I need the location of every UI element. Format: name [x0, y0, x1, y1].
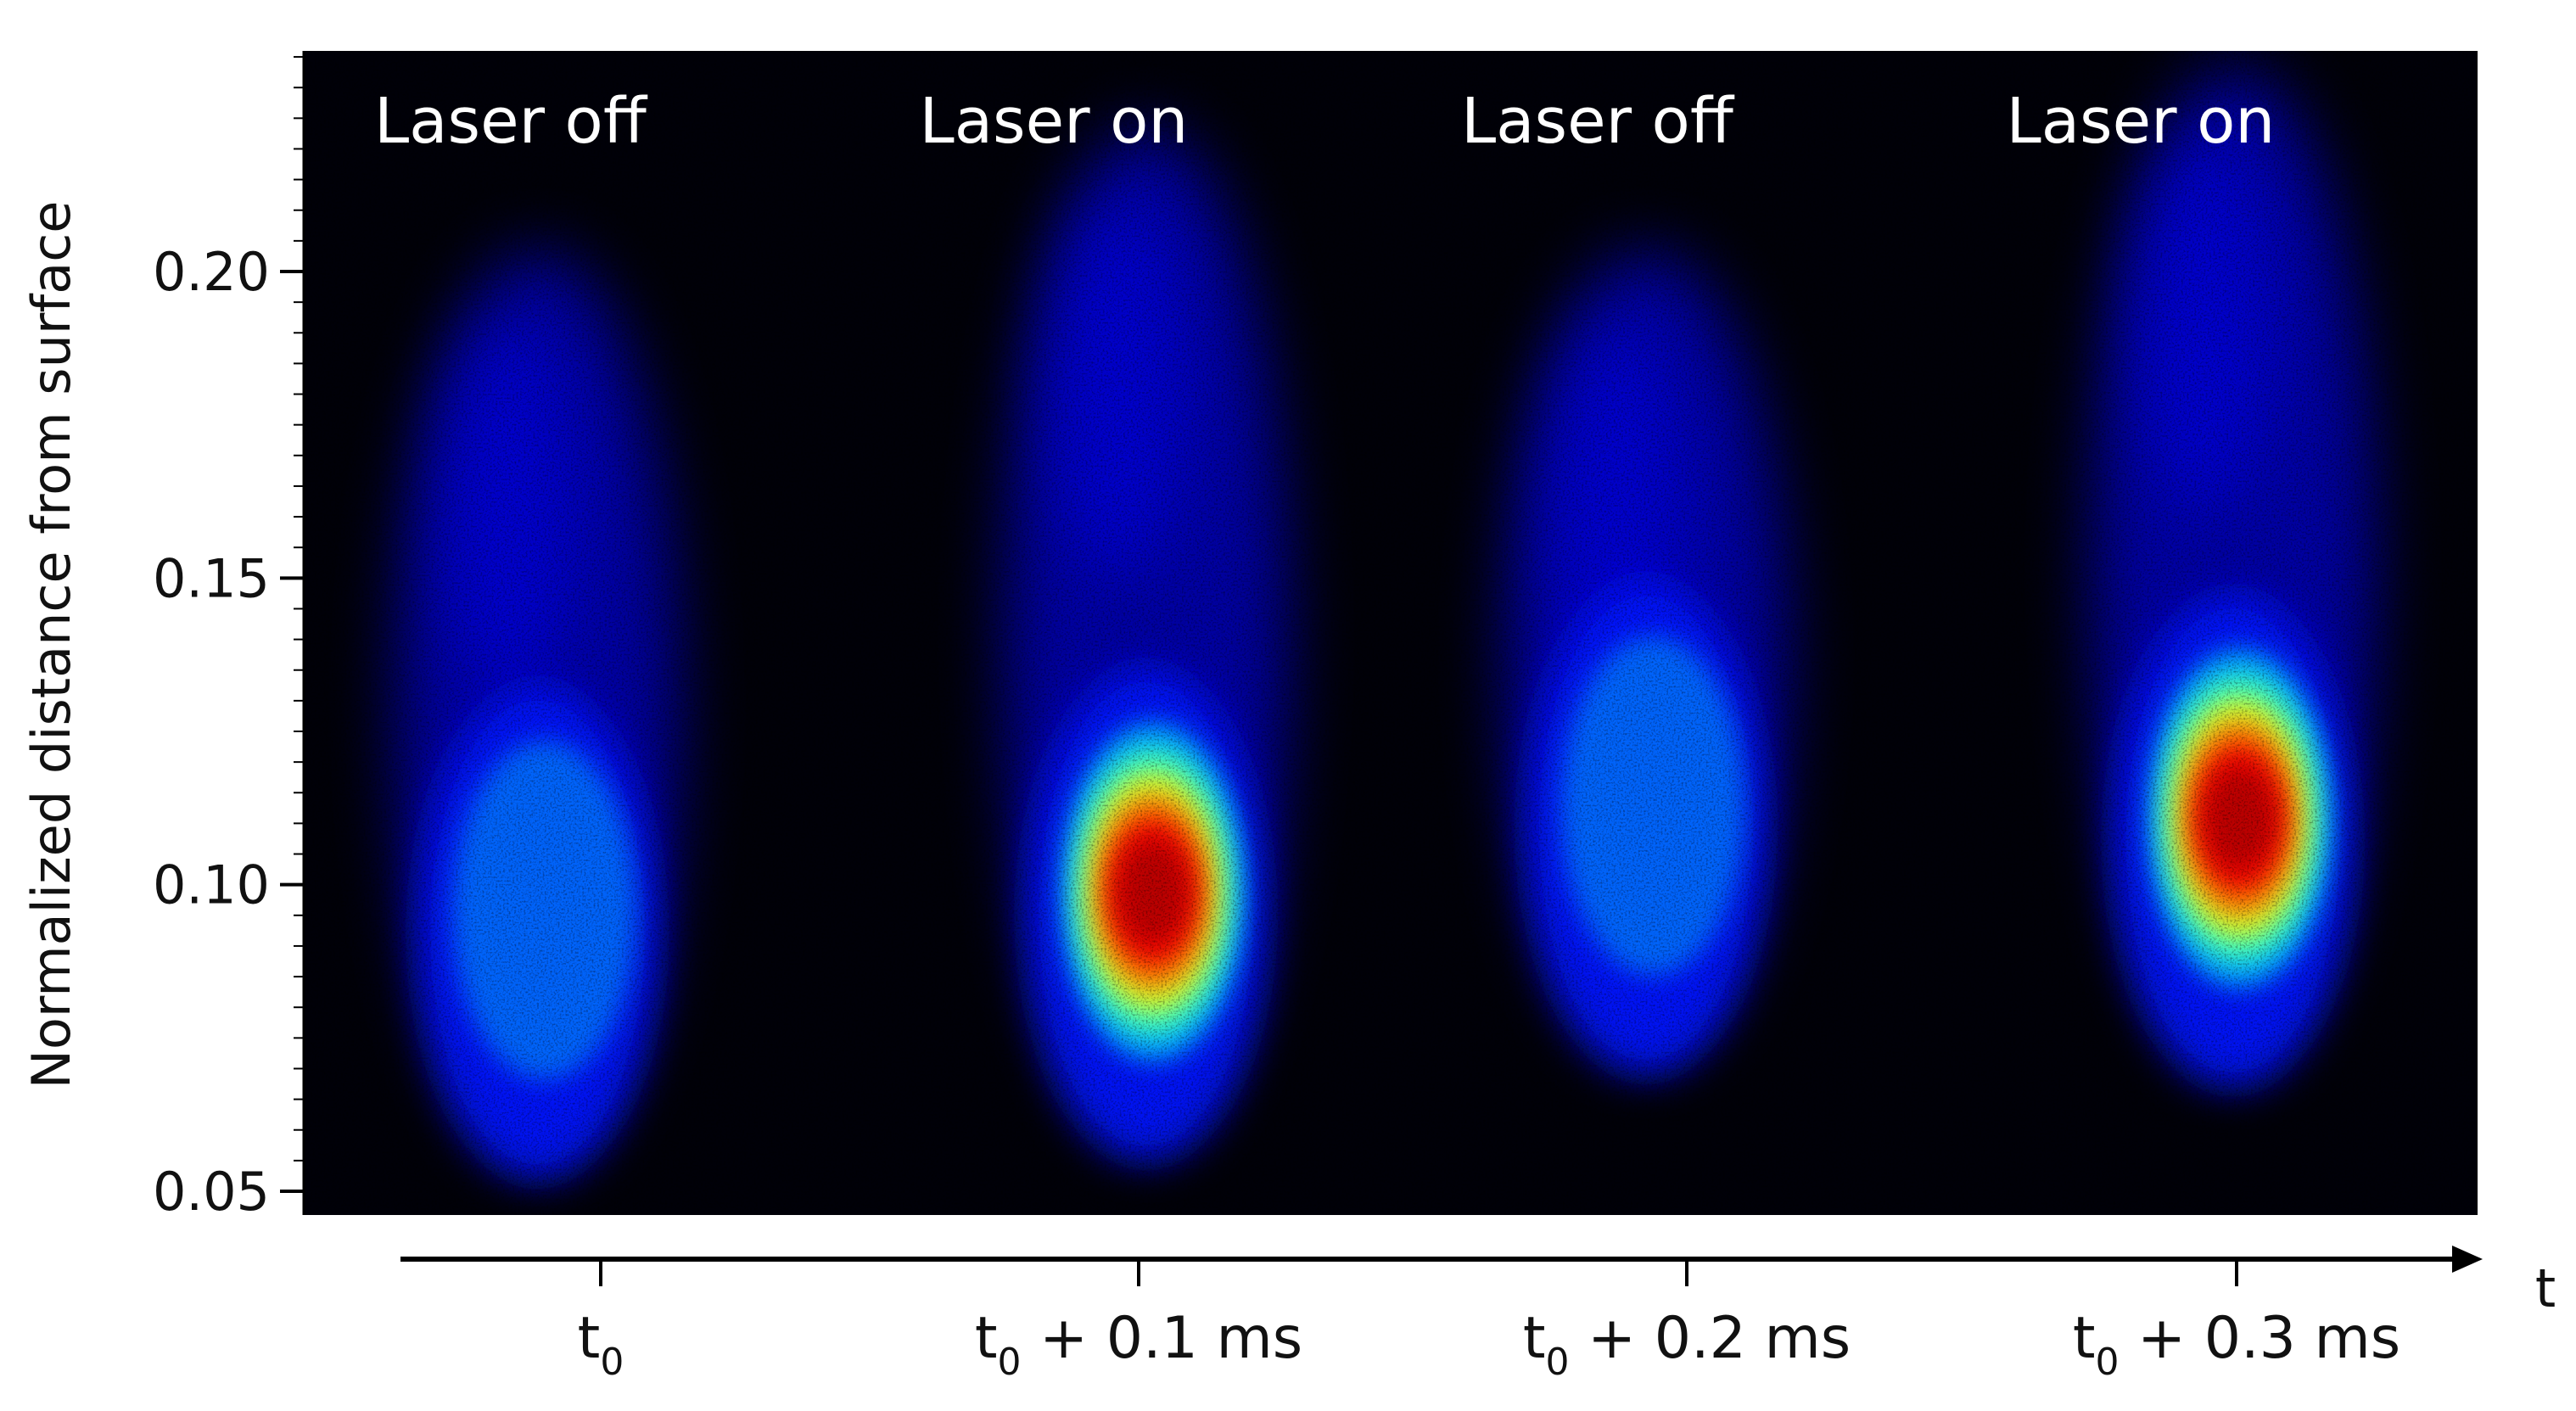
- y-axis-label: Normalized distance from surface: [20, 201, 82, 1089]
- time-axis-label: t: [2535, 1257, 2556, 1319]
- y-tick-label: 0.10: [153, 854, 270, 916]
- heatmap-panels: [304, 51, 2478, 1215]
- heatmap-panel: [847, 51, 1391, 1215]
- time-axis-arrowhead: [2452, 1246, 2483, 1273]
- time-tick-label: t0 + 0.1 ms: [975, 1305, 1302, 1384]
- time-tick-label: t0 + 0.2 ms: [1523, 1305, 1851, 1384]
- panel-label: Laser on: [919, 85, 1188, 158]
- noise-overlay: [1391, 51, 1935, 1215]
- time-tick-label: t0 + 0.3 ms: [2073, 1305, 2400, 1384]
- panel-label: Laser off: [1461, 85, 1735, 158]
- panel-labels: Laser off Laser on Laser off Laser on: [374, 85, 2275, 158]
- panel-label: Laser off: [374, 85, 648, 158]
- noise-overlay: [1934, 51, 2478, 1215]
- y-tick-label: 0.15: [153, 547, 270, 609]
- time-axis: t t0 t0 + 0.1 ms t0 + 0.2 ms t0 + 0.3 ms: [400, 1246, 2556, 1384]
- y-axis: 0.05 0.10 0.15 0.20: [153, 51, 305, 1223]
- heatmap-panel: [304, 51, 848, 1215]
- heatmap-panel: [1391, 51, 1935, 1215]
- time-ticks: t0 t0 + 0.1 ms t0 + 0.2 ms t0 + 0.3 ms: [578, 1259, 2400, 1384]
- time-tick-label: t0: [578, 1305, 624, 1384]
- heatmap-panel: [1934, 51, 2478, 1215]
- noise-overlay: [304, 51, 848, 1215]
- panel-label: Laser on: [2006, 85, 2275, 158]
- noise-overlay: [847, 51, 1391, 1215]
- y-tick-label: 0.20: [153, 241, 270, 303]
- y-tick-label: 0.05: [153, 1161, 270, 1223]
